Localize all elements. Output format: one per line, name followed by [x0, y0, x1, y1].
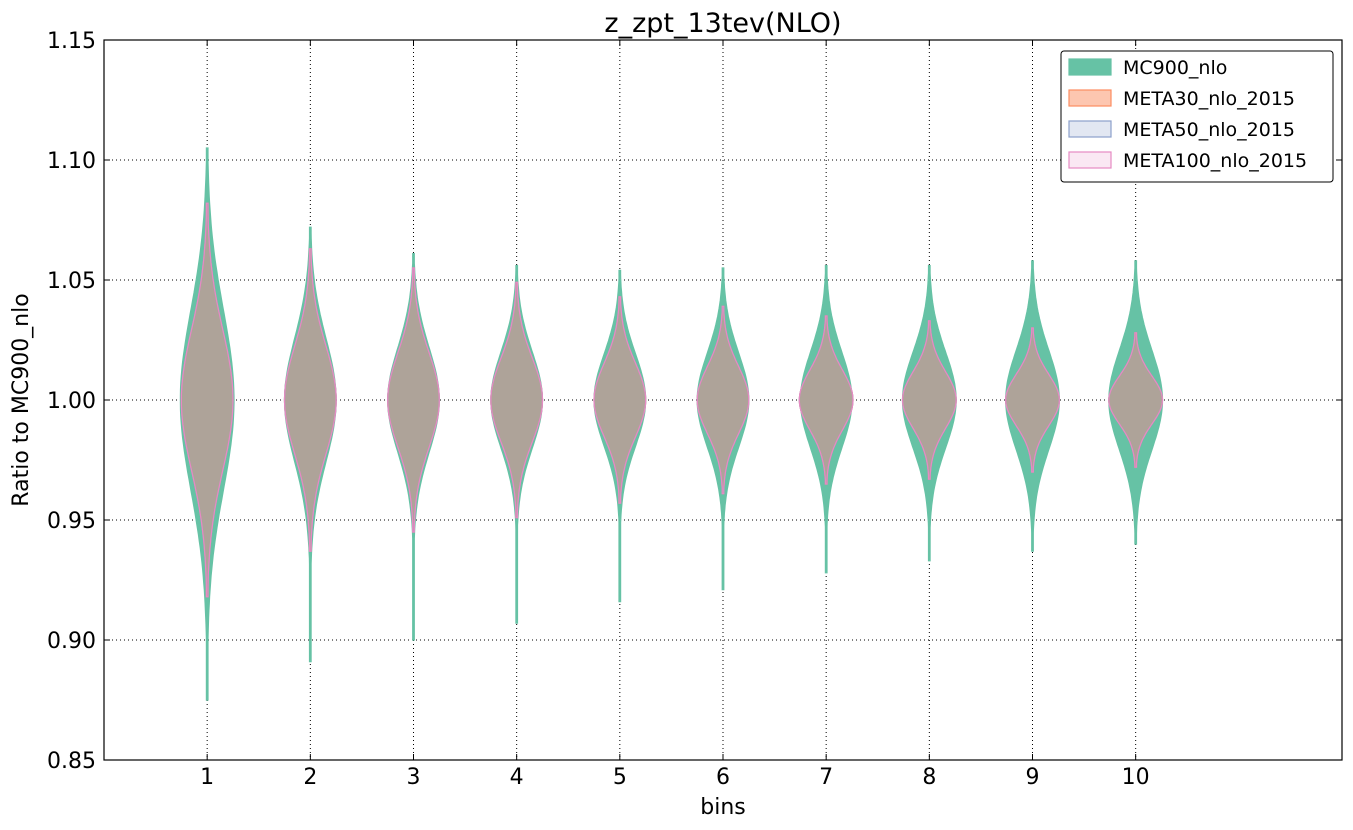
- y-axis-title: Ratio to MC900_nlo: [9, 293, 34, 506]
- violin-bin-3: [387, 267, 440, 533]
- x-tick-label: 9: [1026, 765, 1040, 790]
- legend-label: MC900_nlo: [1123, 57, 1227, 79]
- legend-label: META50_nlo_2015: [1123, 119, 1295, 141]
- legend-swatch: [1068, 89, 1112, 107]
- legend-label: META30_nlo_2015: [1123, 88, 1295, 110]
- violin-bin-8: [901, 320, 957, 480]
- legend: MC900_nlo META30_nlo_2015 META50_nlo_2015 M…: [1060, 50, 1334, 183]
- legend-swatch: [1068, 120, 1112, 138]
- y-tick-label: 1.05: [47, 269, 96, 294]
- legend-swatch: [1068, 151, 1112, 169]
- violin-bin-9: [1005, 327, 1060, 473]
- violin-bin-5: [593, 296, 647, 504]
- violins: [179, 147, 1164, 701]
- y-axis: 0.85 0.90 0.95 1.00 1.05 1.10 1.15: [47, 29, 1342, 774]
- violin-bin-10: [1108, 332, 1164, 468]
- violin-bin-1: [180, 202, 234, 598]
- violin-bin-7: [798, 315, 854, 485]
- series-META100_nlo_2015: [180, 202, 1164, 598]
- y-tick-label: 0.85: [47, 749, 96, 774]
- x-tick-label: 4: [510, 765, 524, 790]
- x-tick-label: 6: [716, 765, 730, 790]
- x-tick-label: 8: [922, 765, 936, 790]
- violin-bin-4: [490, 281, 544, 519]
- legend-box: [1060, 50, 1334, 183]
- x-axis: 1 2 3 4 5 6 7 8 9 10: [200, 40, 1150, 790]
- x-tick-label: 5: [613, 765, 627, 790]
- y-tick-label: 1.00: [47, 389, 96, 414]
- x-tick-label: 10: [1122, 765, 1150, 790]
- x-axis-title: bins: [700, 795, 745, 820]
- chart-title: z_zpt_13tev(NLO): [604, 8, 841, 39]
- y-tick-label: 1.10: [47, 149, 96, 174]
- y-tick-label: 1.15: [47, 29, 96, 54]
- x-tick-label: 3: [407, 765, 421, 790]
- legend-swatch: [1068, 58, 1112, 76]
- x-tick-label: 2: [303, 765, 317, 790]
- violin-bin-6: [696, 305, 750, 495]
- violin-bin-2: [283, 248, 337, 552]
- legend-label: META100_nlo_2015: [1123, 150, 1307, 172]
- y-tick-label: 0.90: [47, 629, 96, 654]
- y-tick-label: 0.95: [47, 509, 96, 534]
- x-tick-label: 1: [200, 765, 214, 790]
- x-tick-label: 7: [819, 765, 833, 790]
